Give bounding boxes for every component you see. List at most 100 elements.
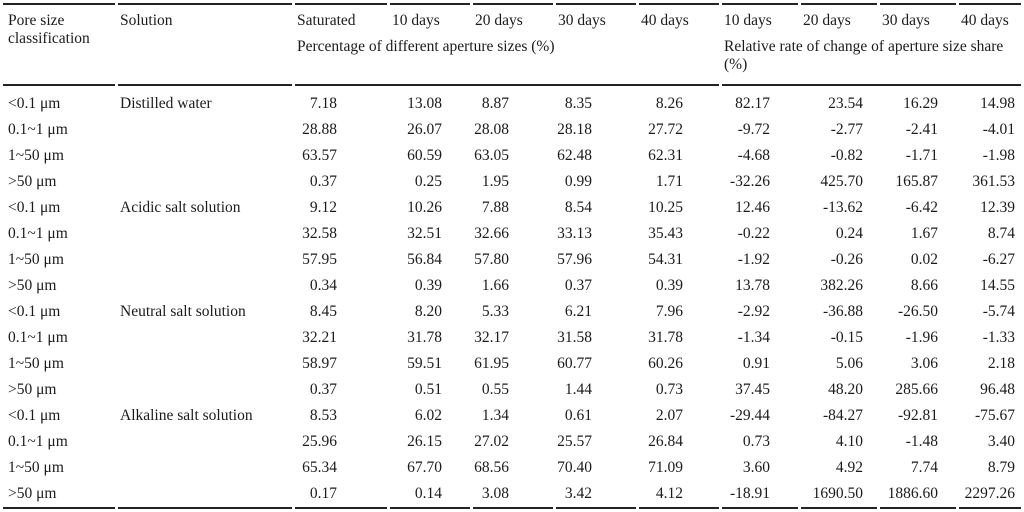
value-cell-rate-30d: 1886.60 xyxy=(880,481,956,509)
pore-size-cell: 0.1~1 μm xyxy=(8,225,68,242)
value-cell-rate-40d: 96.48 xyxy=(980,381,1015,398)
pore-size-cell: 1~50 μm xyxy=(8,147,64,164)
pct-20-days-header: 20 days xyxy=(473,3,553,37)
value-cell-rate-30d: 0.02 xyxy=(910,251,938,268)
value-cell-pct-40d: 54.31 xyxy=(648,251,683,268)
solution-cell xyxy=(118,221,292,247)
value-cell-pct-20d: 1.34 xyxy=(481,407,509,424)
table-row: >50 μm 0.37 0.25 1.95 0.99 1.71 -32.26 4… xyxy=(3,169,1021,195)
solution-cell xyxy=(118,325,292,351)
value-cell-pct-10d: 60.59 xyxy=(407,147,442,164)
value-cell-saturated: 32.21 xyxy=(302,329,337,346)
value-cell-saturated: 8.45 xyxy=(309,303,337,320)
value-cell-rate-30d: -26.50 xyxy=(897,303,938,320)
value-cell-rate-40d: -1.33 xyxy=(982,329,1015,346)
value-cell-rate-40d: 14.55 xyxy=(980,277,1015,294)
value-cell-rate-40d: 3.40 xyxy=(987,433,1015,450)
value-cell-rate-40d: -1.98 xyxy=(982,147,1015,164)
value-cell-pct-10d: 26.07 xyxy=(407,121,442,138)
value-cell-pct-10d: 10.26 xyxy=(407,199,442,216)
value-cell-pct-40d: 27.72 xyxy=(648,121,683,138)
value-cell-rate-30d: -1.48 xyxy=(905,433,938,450)
value-cell-rate-20d: 382.26 xyxy=(820,277,863,294)
rate-10-days-header: 10 days xyxy=(722,3,798,37)
value-cell-pct-10d: 56.84 xyxy=(407,251,442,268)
rate-40-days-header: 40 days xyxy=(959,3,1021,37)
table-row: <0.1 μm Alkaline salt solution 8.53 6.02… xyxy=(3,403,1021,429)
table-row: 0.1~1 μm 28.88 26.07 28.08 28.18 27.72 -… xyxy=(3,117,1021,143)
value-cell-saturated: 0.34 xyxy=(309,277,337,294)
solution-cell xyxy=(118,351,292,377)
value-cell-rate-20d: -0.15 xyxy=(830,329,863,346)
table-row: <0.1 μm Neutral salt solution 8.45 8.20 … xyxy=(3,299,1021,325)
value-cell-pct-40d: 60.26 xyxy=(648,355,683,372)
value-cell-pct-30d: 70.40 xyxy=(557,459,592,476)
value-cell-pct-10d: 6.02 xyxy=(414,407,442,424)
value-cell-saturated: 0.37 xyxy=(309,173,337,190)
value-cell-rate-20d: -0.82 xyxy=(830,147,863,164)
solution-cell xyxy=(118,273,292,299)
value-cell-pct-40d: 62.31 xyxy=(648,147,683,164)
value-cell-pct-40d: 10.25 xyxy=(648,199,683,216)
value-cell-rate-30d: 1.67 xyxy=(910,225,938,242)
value-cell-pct-20d: 32.17 xyxy=(474,329,509,346)
value-cell-saturated: 0.17 xyxy=(295,481,387,509)
pore-size-cell: >50 μm xyxy=(8,173,57,190)
value-cell-pct-10d: 0.51 xyxy=(414,381,442,398)
value-cell-saturated: 65.34 xyxy=(302,459,337,476)
value-cell-pct-20d: 68.56 xyxy=(474,459,509,476)
value-cell-pct-40d: 26.84 xyxy=(648,433,683,450)
solution-cell: Neutral salt solution xyxy=(120,303,246,320)
pct-40-days-header: 40 days xyxy=(639,3,719,37)
pore-size-cell: <0.1 μm xyxy=(8,407,61,424)
value-cell-pct-30d: 60.77 xyxy=(557,355,592,372)
solution-cell xyxy=(118,247,292,273)
value-cell-pct-10d: 0.39 xyxy=(414,277,442,294)
value-cell-rate-10d: 0.91 xyxy=(742,355,770,372)
value-cell-rate-30d: -1.71 xyxy=(905,147,938,164)
solution-cell xyxy=(118,169,292,195)
value-cell-rate-30d: -92.81 xyxy=(897,407,938,424)
pore-size-cell: >50 μm xyxy=(8,381,57,398)
solution-cell: Acidic salt solution xyxy=(120,199,241,216)
value-cell-pct-10d: 26.15 xyxy=(407,433,442,450)
value-cell-saturated: 58.97 xyxy=(302,355,337,372)
value-cell-rate-40d: -75.67 xyxy=(974,407,1015,424)
pore-size-cell: <0.1 μm xyxy=(8,95,61,112)
rate-20-days-header: 20 days xyxy=(801,3,877,37)
value-cell-pct-30d: 3.42 xyxy=(556,481,636,509)
value-cell-saturated: 32.58 xyxy=(302,225,337,242)
value-cell-pct-20d: 8.87 xyxy=(481,95,509,112)
value-cell-pct-40d: 1.71 xyxy=(655,173,683,190)
value-cell-pct-20d: 27.02 xyxy=(474,433,509,450)
value-cell-saturated: 28.88 xyxy=(302,121,337,138)
pct-10-days-header: 10 days xyxy=(390,3,470,37)
value-cell-pct-30d: 31.58 xyxy=(557,329,592,346)
value-cell-rate-30d: -6.42 xyxy=(905,199,938,216)
value-cell-pct-20d: 28.08 xyxy=(474,121,509,138)
value-cell-pct-30d: 8.54 xyxy=(564,199,592,216)
solution-cell xyxy=(118,143,292,169)
value-cell-rate-10d: 13.78 xyxy=(735,277,770,294)
value-cell-pct-20d: 63.05 xyxy=(474,147,509,164)
pore-size-classification-header: Pore size classification xyxy=(3,3,115,86)
header-row-days: Pore size classification Solution Satura… xyxy=(3,3,1021,86)
value-cell-rate-30d: 165.87 xyxy=(895,173,938,190)
solution-cell: Distilled water xyxy=(120,95,212,112)
pore-size-cell: >50 μm xyxy=(3,481,115,509)
value-cell-rate-10d: -18.91 xyxy=(722,481,798,509)
value-cell-rate-10d: -2.92 xyxy=(737,303,770,320)
value-cell-rate-10d: 0.73 xyxy=(742,433,770,450)
value-cell-pct-30d: 1.44 xyxy=(564,381,592,398)
value-cell-pct-20d: 3.08 xyxy=(473,481,553,509)
value-cell-pct-20d: 1.95 xyxy=(481,173,509,190)
header-row-groups: Percentage of different aperture sizes (… xyxy=(3,37,1021,86)
value-cell-pct-30d: 0.99 xyxy=(564,173,592,190)
value-cell-rate-20d: 4.92 xyxy=(835,459,863,476)
value-cell-pct-20d: 57.80 xyxy=(474,251,509,268)
table-row: 1~50 μm 57.95 56.84 57.80 57.96 54.31 -1… xyxy=(3,247,1021,273)
pore-size-cell: 0.1~1 μm xyxy=(8,329,68,346)
relative-rate-group-header: Relative rate of change of aperture size… xyxy=(722,37,1021,86)
table-row: 0.1~1 μm 32.21 31.78 32.17 31.58 31.78 -… xyxy=(3,325,1021,351)
value-cell-pct-30d: 0.37 xyxy=(564,277,592,294)
